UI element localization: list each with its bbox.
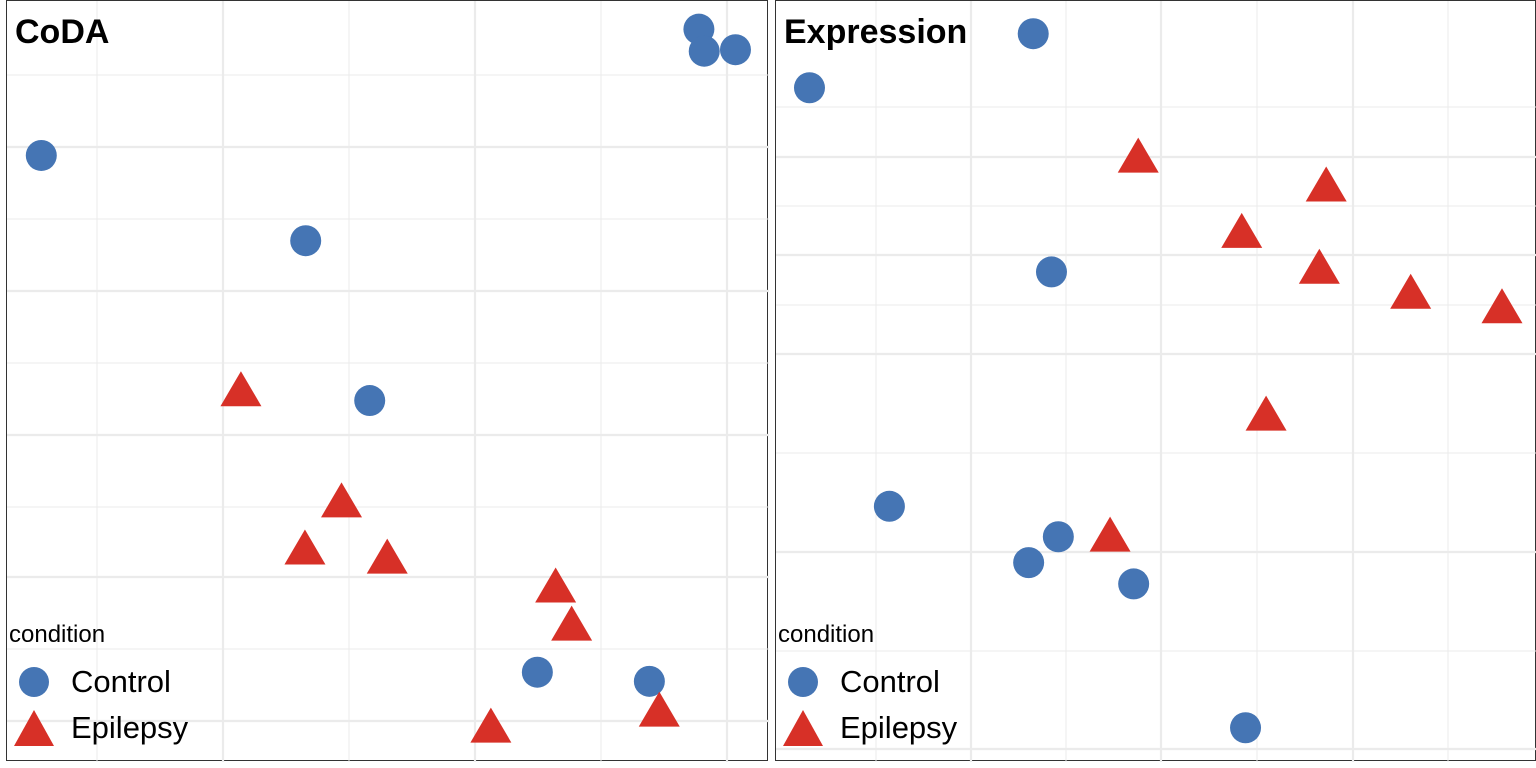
- data-point-epilepsy: [220, 371, 262, 407]
- legend-label: Control: [840, 664, 940, 699]
- legend-item-epilepsy: Epilepsy: [9, 705, 188, 751]
- coda-plot-area: [7, 1, 769, 762]
- data-point-control: [354, 385, 386, 417]
- data-point-control: [1230, 712, 1262, 744]
- legend-title: condition: [778, 621, 875, 648]
- triangle-marker-icon: [778, 705, 828, 751]
- data-point-epilepsy: [1481, 288, 1523, 324]
- data-point-control: [793, 72, 825, 104]
- data-point-control: [873, 490, 905, 522]
- legend: condition Control Epilepsy: [778, 621, 957, 751]
- legend-item-control: Control: [778, 659, 957, 705]
- legend-label: Epilepsy: [71, 710, 189, 745]
- data-point-control: [719, 34, 751, 66]
- data-point-epilepsy: [638, 691, 680, 727]
- data-point-control: [290, 225, 322, 257]
- legend: condition Control Epilepsy: [9, 621, 188, 751]
- data-point-epilepsy: [1305, 166, 1347, 202]
- data-point-epilepsy: [1117, 137, 1159, 173]
- data-point-control: [25, 139, 57, 171]
- data-point-control: [633, 665, 665, 697]
- panel-title: Expression: [784, 13, 968, 51]
- data-point-epilepsy: [1089, 516, 1131, 552]
- circle-marker-icon: [9, 659, 59, 705]
- data-point-epilepsy: [1245, 395, 1287, 431]
- data-point-control: [1118, 568, 1150, 600]
- data-point-control: [1042, 521, 1074, 553]
- legend-title: condition: [9, 621, 106, 648]
- coda-panel: CoDA condition Control Epilepsy: [6, 0, 769, 762]
- data-point-control: [1017, 18, 1049, 50]
- data-point-epilepsy: [1298, 248, 1340, 284]
- data-point-epilepsy: [321, 482, 363, 518]
- expression-plot-area: [776, 1, 1536, 762]
- data-point-control: [521, 656, 553, 688]
- legend-label: Control: [71, 664, 171, 699]
- data-point-epilepsy: [535, 567, 577, 603]
- data-point-epilepsy: [551, 605, 593, 641]
- legend-item-control: Control: [9, 659, 188, 705]
- circle-marker-icon: [778, 659, 828, 705]
- data-point-epilepsy: [366, 538, 408, 574]
- data-point-epilepsy: [1390, 273, 1432, 309]
- panel-title: CoDA: [15, 13, 110, 51]
- data-point-control: [688, 35, 720, 67]
- data-point-epilepsy: [284, 529, 326, 565]
- data-point-control: [1013, 547, 1045, 579]
- data-point-control: [1035, 256, 1067, 288]
- data-point-epilepsy: [1221, 212, 1263, 248]
- triangle-marker-icon: [9, 705, 59, 751]
- legend-item-epilepsy: Epilepsy: [778, 705, 957, 751]
- legend-label: Epilepsy: [840, 710, 958, 745]
- expression-panel: Expression condition Control Epilepsy: [775, 0, 1536, 762]
- data-point-epilepsy: [470, 707, 512, 743]
